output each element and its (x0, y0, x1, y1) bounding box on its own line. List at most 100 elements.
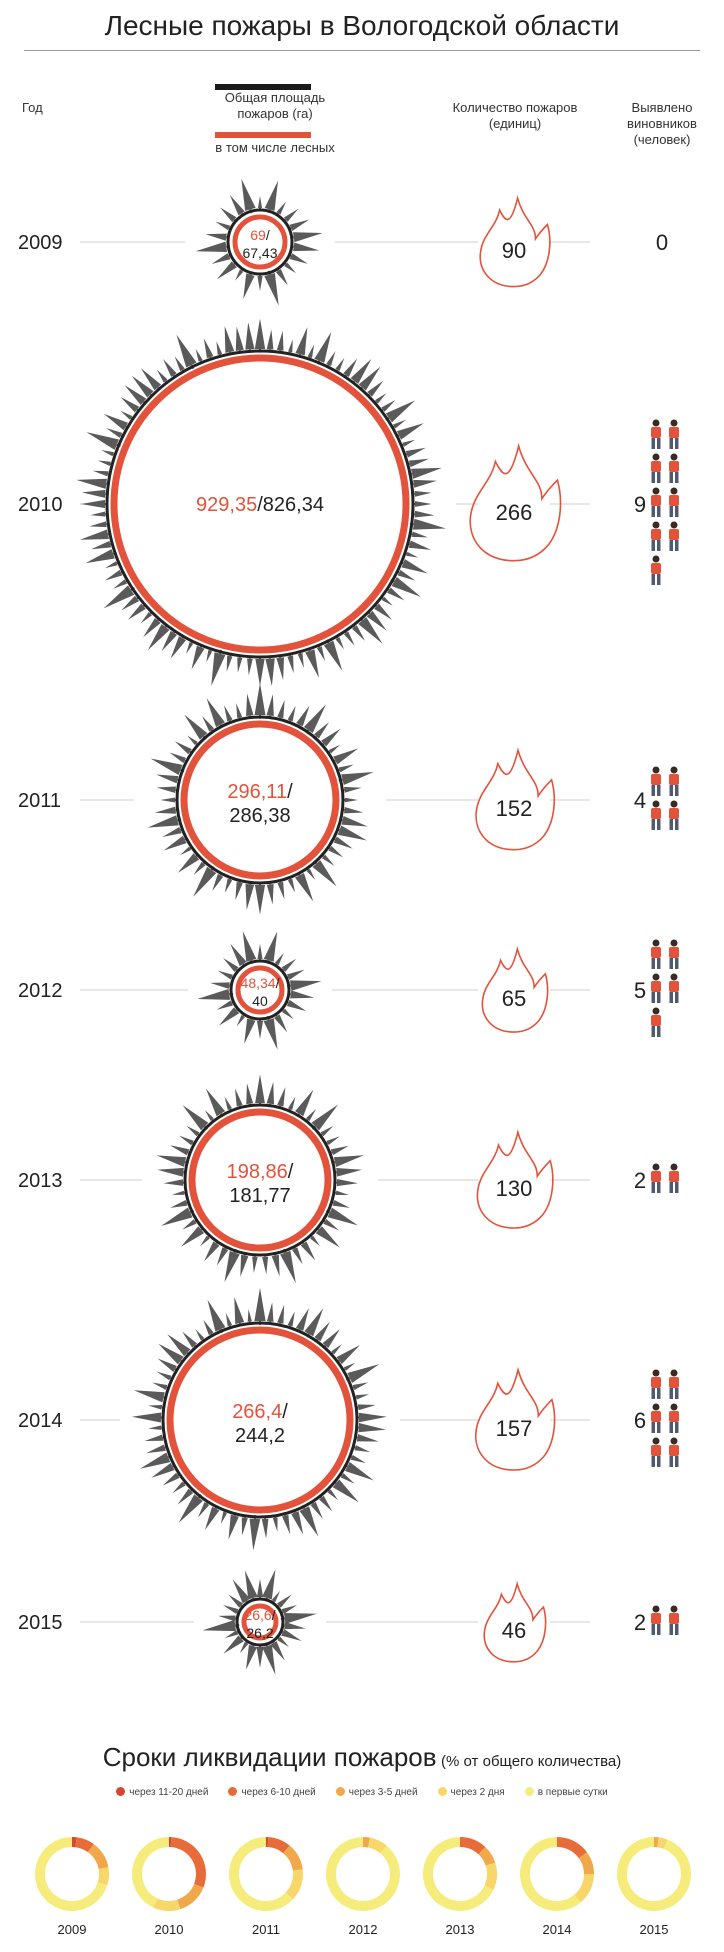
culprits-value: 5 (634, 978, 646, 1003)
donut-segment (578, 1852, 594, 1874)
fir-tree-icon (412, 510, 435, 518)
person-icon (651, 555, 661, 585)
fir-tree-icon (154, 806, 179, 814)
year-label: 2014 (18, 1410, 63, 1432)
fir-tree-icon (401, 439, 416, 447)
fir-tree-icon (225, 1312, 233, 1328)
fir-tree-icon (235, 880, 243, 901)
forest-area-value: 244,2 (235, 1425, 285, 1447)
culprits-value: 0 (656, 230, 668, 255)
fir-tree-icon (257, 196, 263, 210)
total-area-ring (175, 715, 345, 885)
liquidation-title: Сроки ликвидации пожаров (102, 1742, 437, 1772)
fir-tree-icon (254, 1287, 266, 1325)
total-area-ring (229, 959, 291, 1021)
legend-dot (437, 1787, 447, 1796)
fir-tree-icon (266, 1302, 274, 1324)
fir-tree-icon (195, 241, 231, 253)
donut-segment (557, 1837, 587, 1859)
header-total-area: Общая площадь пожаров (га) (224, 90, 326, 121)
fire-count-value: 46 (502, 1618, 526, 1643)
donut-2009: 2009 (34, 1837, 109, 1937)
donut-year-label: 2010 (155, 1922, 184, 1937)
fir-tree-icon (277, 699, 285, 720)
fir-tree-icon (276, 330, 284, 353)
forest-area-value: 26,2 (246, 1625, 273, 1641)
fir-tree-icon (266, 694, 274, 719)
fir-tree-icon (257, 274, 263, 292)
fir-tree-icon (355, 1412, 387, 1423)
legend-dot (228, 1787, 238, 1796)
year-label: 2013 (18, 1170, 63, 1192)
person-icon (669, 453, 679, 483)
fir-tree-icon (234, 1297, 245, 1327)
person-icon (651, 766, 661, 796)
fir-tree-icon (355, 1404, 376, 1411)
fir-tree-icon (334, 1190, 349, 1195)
year-label: 2009 (18, 232, 63, 254)
fir-tree-icon (144, 1434, 165, 1441)
fir-tree-icon (307, 344, 315, 360)
donut-segment (460, 1837, 486, 1855)
fir-tree-icon (90, 511, 108, 517)
flame-outline-icon (476, 1129, 554, 1229)
fir-tree-icon (353, 1445, 371, 1453)
fir-tree-icon (254, 683, 266, 719)
person-icon (669, 939, 679, 969)
donut-segment (285, 1869, 304, 1900)
area-values: 198,86/ (227, 1161, 294, 1183)
forest-area-ring (188, 1108, 332, 1252)
legend-label: через 2 дня (450, 1787, 505, 1798)
donut-segment (169, 1837, 172, 1848)
fire-count-value: 152 (496, 796, 533, 821)
fir-tree-icon (160, 797, 177, 803)
person-icon (651, 1403, 661, 1433)
person-icon (669, 521, 679, 551)
area-values: 929,35/826,34 (196, 494, 324, 516)
legend-label: через 11-20 дней (129, 1787, 209, 1798)
fir-tree-icon (81, 499, 108, 509)
person-icon (651, 1437, 661, 1467)
fir-tree-icon (297, 651, 304, 668)
culprits-value: 6 (634, 1408, 646, 1433)
donut-segment (363, 1837, 370, 1848)
flame-outline-icon (475, 747, 556, 851)
fir-tree-icon (254, 318, 266, 353)
year-label: 2011 (18, 790, 61, 812)
fir-tree-icon (262, 1254, 269, 1275)
flame-outline-icon (479, 195, 551, 288)
fir-tree-icon (163, 1179, 186, 1186)
donut-segment (657, 1837, 668, 1849)
fir-tree-icon (76, 478, 111, 489)
fir-tree-icon (287, 653, 294, 674)
person-icon (669, 1403, 679, 1433)
section-title-liquidation: Сроки ликвидации пожаров (% от общего ко… (0, 1742, 724, 1773)
fir-tree-icon (354, 1394, 370, 1400)
legend-dot (524, 1787, 534, 1796)
fir-tree-icon (148, 1425, 163, 1430)
donut-year-label: 2009 (58, 1922, 87, 1937)
area-separator: / (282, 1401, 288, 1423)
fire-count-value: 157 (496, 1416, 533, 1441)
header-forest-area: в том числе лесных (215, 140, 335, 155)
year-row-2012: 2012 48,34/40 65 5 (18, 931, 679, 1050)
donut-year-label: 2013 (446, 1922, 475, 1937)
donut-segment (177, 1883, 204, 1910)
year-row-2010: 2010 929,35/826,34 266 9 (18, 318, 679, 687)
fire-count-value: 266 (496, 500, 533, 525)
fir-tree-icon (266, 881, 274, 905)
header-fire-count: Количество пожаров (единиц) (452, 100, 578, 131)
fir-tree-icon (210, 982, 232, 989)
legend-item: через 11-20 дней (116, 1787, 208, 1798)
culprits-value: 9 (634, 492, 646, 517)
fir-tree-icon (276, 654, 284, 681)
donut-segment (229, 1837, 293, 1911)
total-area-value: 198,86 (227, 1161, 288, 1183)
total-area-ring (105, 349, 415, 659)
donut-2014: 2014 (519, 1837, 594, 1937)
fir-tree-icon (410, 479, 437, 488)
total-area-value: 69 (250, 227, 266, 243)
fir-tree-icon (412, 501, 432, 507)
fir-tree-icon (148, 1404, 164, 1410)
